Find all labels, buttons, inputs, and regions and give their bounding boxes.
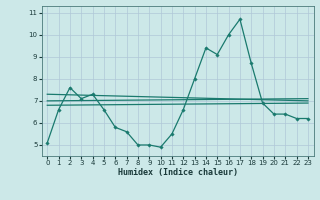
X-axis label: Humidex (Indice chaleur): Humidex (Indice chaleur)	[118, 168, 237, 177]
